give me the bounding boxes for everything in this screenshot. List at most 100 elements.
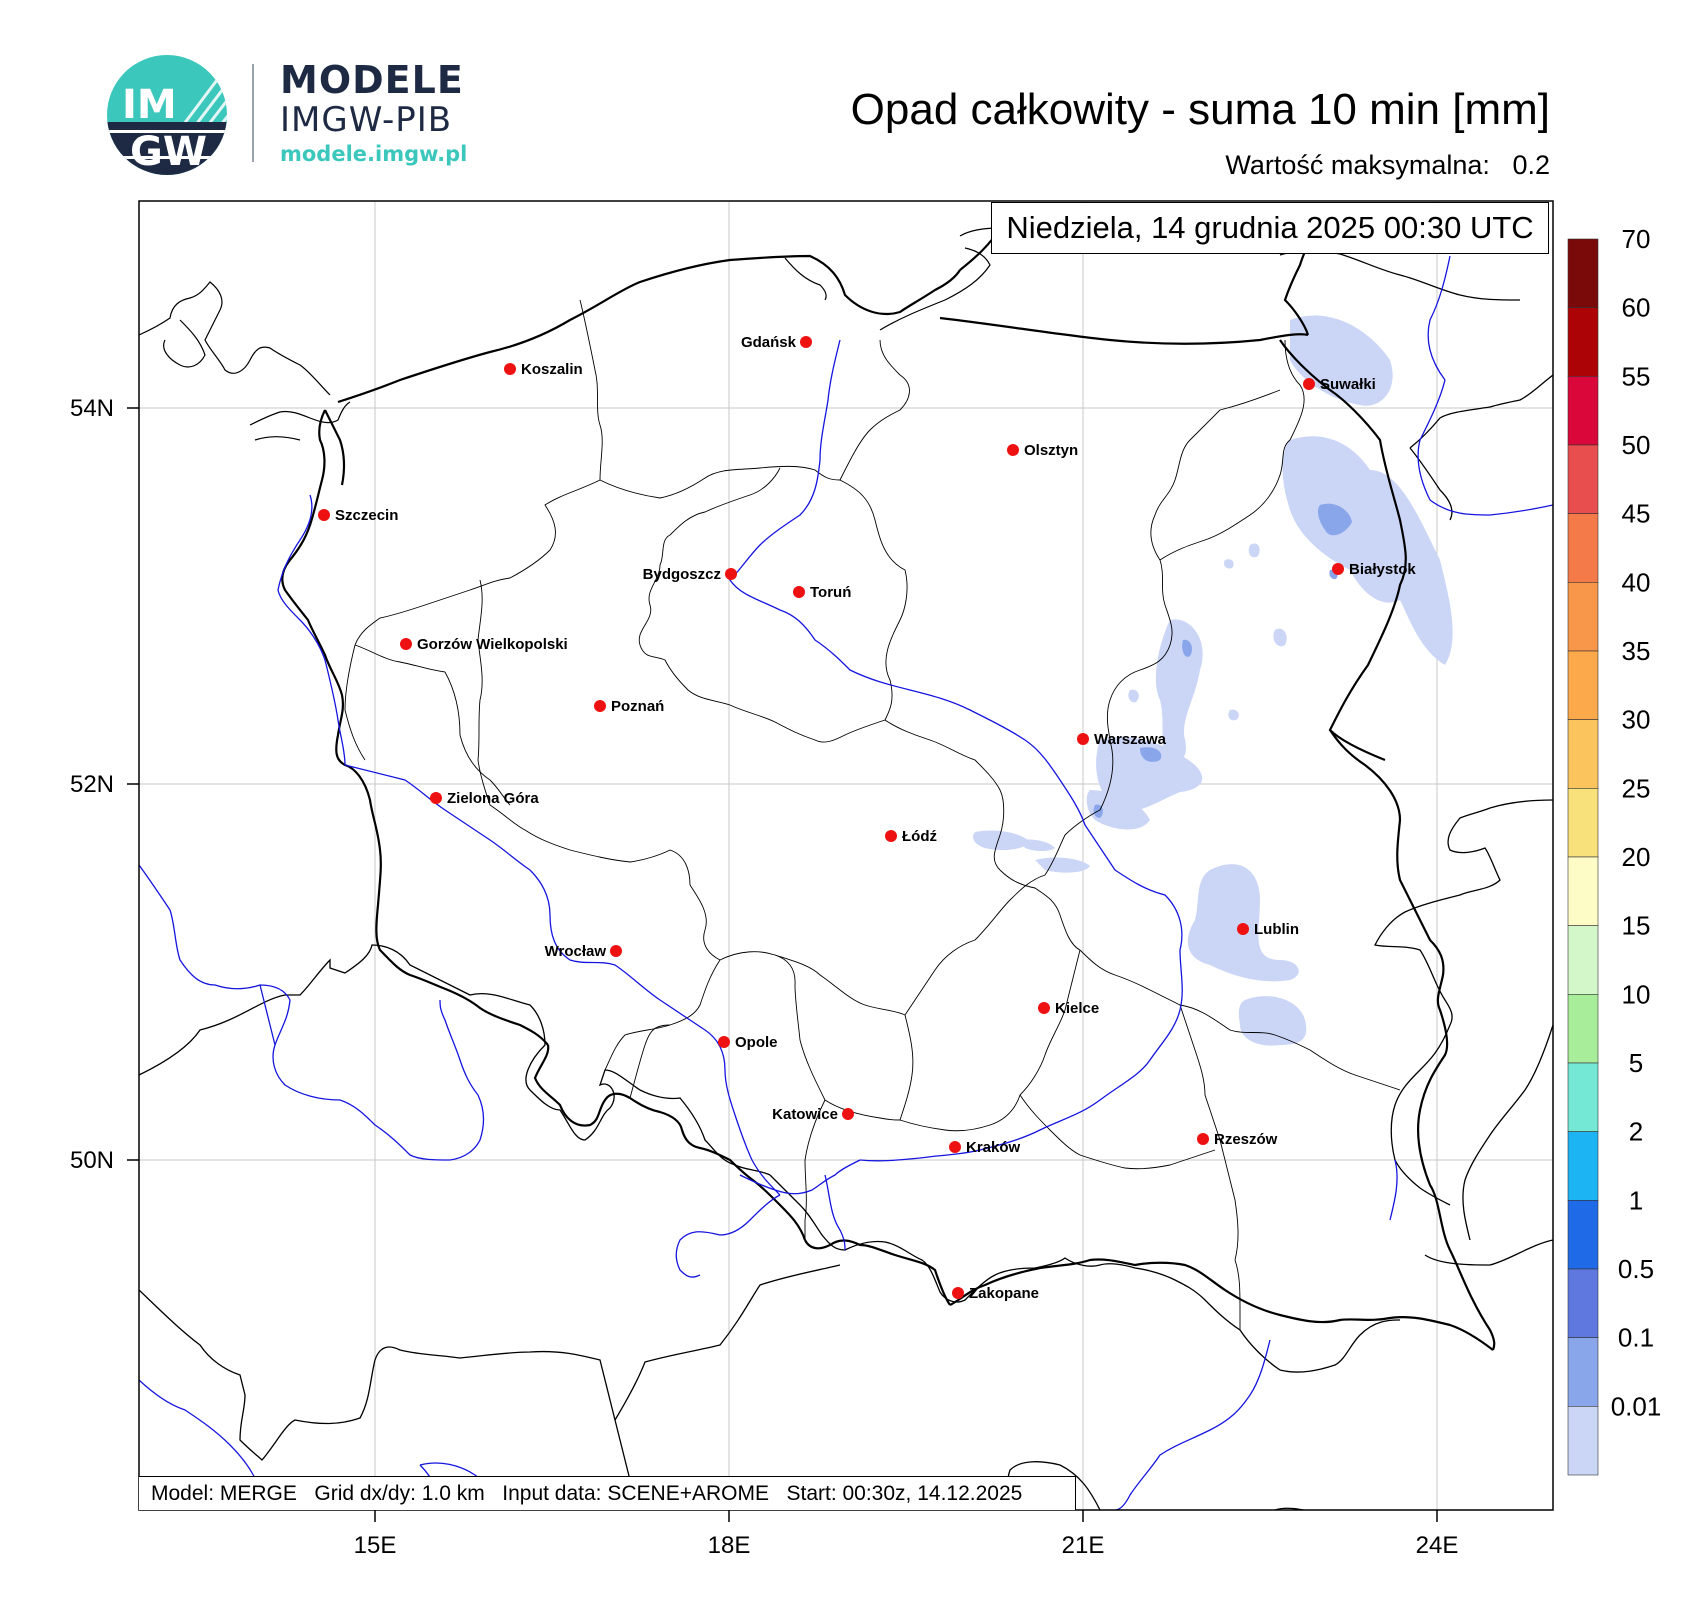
city-katowice: Katowice (772, 1106, 854, 1123)
city-marker-icon (800, 336, 812, 348)
city-marker-icon (400, 638, 412, 650)
city-szczecin: Szczecin (318, 507, 398, 524)
lagoon-coasts (139, 227, 1001, 441)
logo-text-bottom: GW (130, 129, 207, 175)
city-marker-icon (949, 1141, 961, 1153)
city-label: Poznań (611, 698, 664, 715)
colorbar-label: 50 (1622, 430, 1651, 460)
city-label: Łódź (902, 828, 937, 845)
city-label: Gorzów Wielkopolski (417, 636, 568, 653)
colorbar-swatch (1567, 925, 1599, 995)
city-label: Kielce (1055, 1000, 1099, 1017)
city-marker-icon (610, 945, 622, 957)
colorbar-label: 45 (1622, 499, 1651, 529)
lon-label-24: 24E (1416, 1532, 1459, 1559)
city-łódź: Łódź (885, 828, 937, 845)
colorbar: 70 60 55 50 45 40 35 30 25 20 15 10 5 2 1 0.5 0.1 0.01 (1567, 224, 1661, 1476)
colorbar-swatch (1567, 1131, 1599, 1201)
colorbar-swatch (1567, 238, 1599, 308)
city-rzeszów: Rzeszów (1197, 1131, 1278, 1148)
lon-label-21: 21E (1062, 1532, 1105, 1559)
colorbar-label: 10 (1622, 979, 1651, 1009)
city-label: Olsztyn (1024, 442, 1078, 459)
city-marker-icon (725, 568, 737, 580)
colorbar-swatch (1567, 1406, 1599, 1476)
city-label: Lublin (1254, 921, 1299, 938)
timestamp-box: Niedziela, 14 grudnia 2025 00:30 UTC (991, 202, 1549, 254)
city-marker-icon (1303, 378, 1315, 390)
map-title: Opad całkowity - suma 10 min [mm] (850, 85, 1550, 134)
city-marker-icon (594, 700, 606, 712)
city-białystok: Białystok (1332, 561, 1416, 578)
city-marker-icon (1038, 1002, 1050, 1014)
colorbar-swatch (1567, 582, 1599, 652)
city-zielona-góra: Zielona Góra (430, 790, 539, 807)
max-value-line: Wartość maksymalna: 0.2 (1225, 150, 1550, 181)
colorbar-label: 0.5 (1618, 1254, 1654, 1284)
brand-title: MODELE (280, 58, 464, 102)
city-poznań: Poznań (594, 698, 664, 715)
city-kielce: Kielce (1038, 1000, 1099, 1017)
colorbar-label: 15 (1622, 911, 1651, 941)
colorbar-label: 30 (1622, 705, 1651, 735)
city-label: Toruń (810, 584, 851, 601)
colorbar-swatch (1567, 307, 1599, 377)
city-label: Zielona Góra (447, 790, 539, 807)
voivodeship-borders (344, 299, 1401, 1330)
city-marker-icon (1332, 563, 1344, 575)
colorbar-label: 5 (1629, 1048, 1643, 1078)
max-value: 0.2 (1512, 150, 1550, 180)
model-info-footer: Model: MERGE Grid dx/dy: 1.0 km Input da… (139, 1476, 1076, 1510)
city-marker-icon (318, 509, 330, 521)
colorbar-label: 1 (1629, 1185, 1643, 1215)
city-zakopane: Zakopane (952, 1285, 1039, 1302)
city-marker-icon (504, 363, 516, 375)
city-warszawa: Warszawa (1077, 731, 1167, 748)
brand-divider (252, 64, 254, 162)
city-marker-icon (718, 1036, 730, 1048)
colorbar-swatch (1567, 1268, 1599, 1338)
city-label: Gdańsk (741, 334, 797, 351)
colorbar-swatch (1567, 513, 1599, 583)
city-marker-icon (952, 1287, 964, 1299)
city-label: Wrocław (545, 943, 607, 960)
lat-label-54: 54N (70, 395, 114, 422)
colorbar-swatch (1567, 719, 1599, 789)
colorbar-swatch (1567, 444, 1599, 514)
imgw-logo: IM GW (100, 50, 460, 180)
national-border (281, 227, 1496, 1351)
lon-label-18: 18E (708, 1532, 751, 1559)
city-marker-icon (1007, 444, 1019, 456)
city-marker-icon (793, 586, 805, 598)
colorbar-swatch (1567, 1200, 1599, 1270)
colorbar-label: 55 (1622, 361, 1651, 391)
colorbar-label: 25 (1622, 773, 1651, 803)
city-label: Kraków (966, 1139, 1021, 1156)
colorbar-label: 40 (1622, 567, 1651, 597)
city-wrocław: Wrocław (545, 943, 622, 960)
city-suwałki: Suwałki (1303, 376, 1376, 393)
city-label: Białystok (1349, 561, 1416, 578)
colorbar-label: 2 (1629, 1117, 1643, 1147)
imgw-logo-icon: IM GW (107, 55, 227, 175)
colorbar-swatch (1567, 376, 1599, 446)
city-label: Warszawa (1094, 731, 1167, 748)
city-label: Suwałki (1320, 376, 1376, 393)
colorbar-swatch (1567, 1062, 1599, 1132)
city-label: Rzeszów (1214, 1131, 1278, 1148)
city-marker-icon (1077, 733, 1089, 745)
map-frame (138, 200, 1554, 1511)
lon-label-15: 15E (354, 1532, 397, 1559)
neighbour-borders (139, 250, 1553, 1510)
colorbar-swatch (1567, 650, 1599, 720)
city-olsztyn: Olsztyn (1007, 442, 1078, 459)
city-opole: Opole (718, 1034, 778, 1051)
city-label: Zakopane (969, 1285, 1039, 1302)
city-label: Szczecin (335, 507, 398, 524)
colorbar-label: 0.1 (1618, 1323, 1654, 1353)
city-marker-icon (430, 792, 442, 804)
graticule (139, 201, 1553, 1510)
colorbar-swatch (1567, 1337, 1599, 1407)
colorbar-swatch (1567, 788, 1599, 858)
lat-label-52: 52N (70, 771, 114, 798)
